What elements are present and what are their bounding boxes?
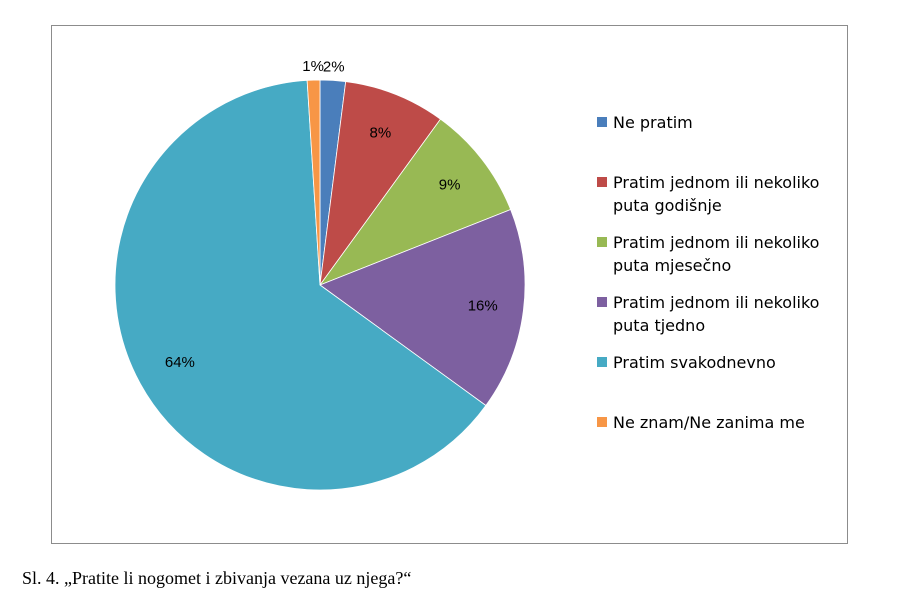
pie-slice bbox=[319, 209, 526, 407]
legend-label: Pratim jednom ili nekoliko bbox=[613, 173, 820, 192]
legend-item: Ne pratim bbox=[597, 111, 837, 134]
pie-chart: 2% 8% 9% 16% 64% 1% bbox=[114, 58, 526, 491]
legend-item: Pratim jednom ili nekoliko puta godišnje bbox=[597, 171, 837, 217]
slice-data-label: 1% bbox=[302, 58, 324, 75]
legend-swatch bbox=[597, 177, 607, 187]
legend-swatch bbox=[597, 237, 607, 247]
legend-label-continued: puta godišnje bbox=[613, 196, 722, 215]
pie-slice bbox=[318, 118, 512, 286]
legend-label: Pratim jednom ili nekoliko bbox=[613, 293, 820, 312]
pie-slice bbox=[306, 79, 321, 286]
figure-caption: Sl. 4. „Pratite li nogomet i zbivanja ve… bbox=[22, 568, 412, 588]
legend-swatch bbox=[597, 297, 607, 307]
slice-data-label: 8% bbox=[370, 125, 392, 142]
slice-data-label: 16% bbox=[468, 298, 498, 315]
legend-label-continued: puta mjesečno bbox=[613, 256, 732, 275]
legend-label: Pratim svakodnevno bbox=[613, 353, 776, 372]
legend-label-continued: puta tjedno bbox=[613, 316, 706, 335]
legend-swatch bbox=[597, 117, 607, 127]
slice-data-label: 2% bbox=[323, 58, 345, 75]
legend-item: Ne znam/Ne zanima me bbox=[597, 411, 837, 434]
legend-item: Pratim svakodnevno bbox=[597, 351, 837, 374]
legend-item: Pratim jednom ili nekoliko puta mjesečno bbox=[597, 231, 837, 277]
slice-data-label: 64% bbox=[165, 354, 195, 371]
chart-frame: 2% 8% 9% 16% 64% 1% Ne pratim Pratim jednom il… bbox=[51, 25, 848, 544]
pie-slice bbox=[114, 79, 487, 491]
legend-swatch bbox=[597, 417, 607, 427]
legend-swatch bbox=[597, 357, 607, 367]
legend-label: Ne znam/Ne zanima me bbox=[613, 413, 805, 432]
legend-item: Pratim jednom ili nekoliko puta tjedno bbox=[597, 291, 837, 337]
pie-slice bbox=[319, 81, 442, 286]
legend-label: Pratim jednom ili nekoliko bbox=[613, 233, 820, 252]
legend-label: Ne pratim bbox=[613, 113, 693, 132]
slice-data-label: 9% bbox=[439, 176, 461, 193]
